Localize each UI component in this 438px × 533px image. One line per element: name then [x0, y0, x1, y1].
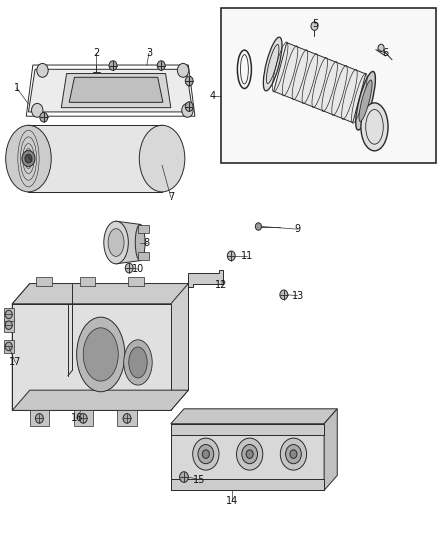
Ellipse shape — [263, 37, 282, 91]
Circle shape — [177, 63, 189, 77]
Text: 6: 6 — [382, 49, 389, 58]
Circle shape — [185, 76, 193, 86]
Circle shape — [25, 155, 32, 163]
Ellipse shape — [356, 71, 375, 130]
Circle shape — [180, 472, 188, 482]
Bar — [4, 340, 14, 353]
Polygon shape — [171, 284, 188, 410]
Polygon shape — [171, 409, 337, 424]
Bar — [138, 252, 149, 260]
Circle shape — [125, 263, 133, 273]
Text: 12: 12 — [215, 280, 227, 290]
Ellipse shape — [359, 80, 372, 122]
Ellipse shape — [124, 340, 152, 385]
Circle shape — [32, 103, 43, 117]
Circle shape — [40, 112, 48, 122]
Ellipse shape — [104, 221, 128, 264]
Text: 14: 14 — [226, 496, 238, 506]
Circle shape — [246, 450, 253, 458]
Bar — [36, 277, 52, 286]
Bar — [221, 8, 436, 163]
Polygon shape — [12, 390, 188, 410]
Circle shape — [185, 102, 193, 111]
Polygon shape — [274, 43, 366, 123]
Bar — [138, 225, 149, 233]
Circle shape — [157, 61, 165, 70]
Ellipse shape — [6, 125, 51, 192]
Text: 17: 17 — [9, 358, 21, 367]
Text: 3: 3 — [146, 49, 152, 58]
Text: 15: 15 — [193, 475, 205, 484]
Text: 7: 7 — [168, 192, 174, 202]
Polygon shape — [28, 69, 193, 112]
Bar — [171, 424, 324, 435]
Polygon shape — [188, 270, 223, 287]
Polygon shape — [28, 125, 162, 192]
Circle shape — [311, 22, 318, 30]
Bar — [171, 479, 324, 490]
Polygon shape — [171, 424, 324, 490]
Bar — [30, 410, 49, 426]
Ellipse shape — [83, 328, 118, 381]
Circle shape — [237, 438, 263, 470]
Ellipse shape — [129, 347, 147, 378]
Polygon shape — [12, 284, 30, 410]
Circle shape — [255, 223, 261, 230]
Circle shape — [109, 61, 117, 70]
Circle shape — [242, 445, 258, 464]
Circle shape — [280, 438, 307, 470]
Circle shape — [280, 290, 288, 300]
Circle shape — [227, 251, 235, 261]
Circle shape — [5, 310, 12, 319]
Bar — [4, 319, 14, 332]
Ellipse shape — [108, 229, 124, 256]
Ellipse shape — [77, 317, 125, 392]
Bar — [128, 277, 144, 286]
Ellipse shape — [139, 125, 185, 192]
Text: 1: 1 — [14, 83, 20, 93]
Polygon shape — [12, 284, 188, 304]
Bar — [4, 308, 14, 321]
Polygon shape — [61, 74, 171, 108]
Bar — [117, 410, 137, 426]
Circle shape — [202, 450, 209, 458]
Text: 9: 9 — [295, 224, 301, 234]
Text: 8: 8 — [144, 238, 150, 247]
Circle shape — [22, 150, 35, 166]
Circle shape — [286, 445, 301, 464]
Text: 11: 11 — [241, 251, 254, 261]
Circle shape — [5, 342, 12, 351]
Polygon shape — [324, 409, 337, 490]
Text: 4: 4 — [209, 91, 215, 101]
Ellipse shape — [361, 103, 388, 151]
Polygon shape — [12, 304, 171, 410]
Circle shape — [193, 438, 219, 470]
Bar — [80, 277, 95, 286]
Circle shape — [198, 445, 214, 464]
Polygon shape — [30, 284, 188, 390]
Bar — [74, 410, 93, 426]
Circle shape — [79, 414, 87, 423]
Text: 2: 2 — [93, 49, 99, 58]
Circle shape — [378, 44, 384, 52]
Text: 10: 10 — [132, 264, 144, 274]
Polygon shape — [116, 221, 140, 264]
Text: 16: 16 — [71, 414, 83, 423]
Circle shape — [5, 321, 12, 329]
Circle shape — [182, 103, 193, 117]
Circle shape — [35, 414, 43, 423]
Circle shape — [290, 450, 297, 458]
Circle shape — [37, 63, 48, 77]
Polygon shape — [69, 77, 163, 102]
Text: 13: 13 — [292, 291, 304, 301]
Circle shape — [123, 414, 131, 423]
Text: 5: 5 — [312, 19, 318, 29]
Ellipse shape — [135, 224, 145, 261]
